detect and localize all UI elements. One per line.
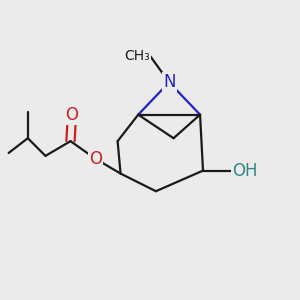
Text: O: O [65,106,79,124]
Text: OH: OH [232,162,258,180]
Text: CH₃: CH₃ [124,49,150,63]
Text: O: O [89,150,102,168]
Text: N: N [163,73,175,91]
